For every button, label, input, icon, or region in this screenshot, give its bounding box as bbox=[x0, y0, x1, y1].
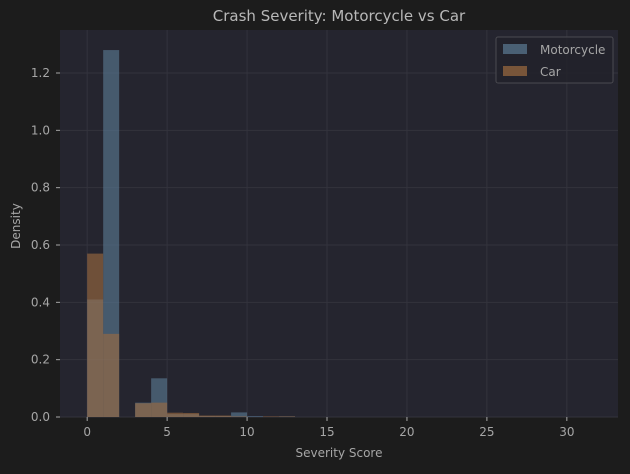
car-bar bbox=[199, 415, 216, 417]
car-bar bbox=[263, 416, 280, 417]
y-tick-label: 0.2 bbox=[31, 353, 50, 367]
y-tick-label: 0.4 bbox=[31, 295, 50, 309]
car-bar bbox=[87, 253, 104, 417]
y-tick-label: 0.6 bbox=[31, 238, 50, 252]
y-axis-label: Density bbox=[9, 203, 23, 249]
x-tick-label: 0 bbox=[83, 425, 91, 439]
legend-label-motorcycle: Motorcycle bbox=[540, 43, 605, 57]
car-bar bbox=[215, 415, 232, 417]
legend-swatch-motorcycle bbox=[503, 44, 527, 54]
chart-title: Crash Severity: Motorcycle vs Car bbox=[213, 7, 466, 25]
legend-label-car: Car bbox=[540, 65, 561, 79]
x-tick-label: 30 bbox=[559, 425, 574, 439]
car-bar bbox=[183, 412, 200, 417]
x-tick-label: 10 bbox=[239, 425, 254, 439]
motorcycle-bar bbox=[231, 412, 248, 417]
car-bars bbox=[87, 253, 296, 417]
y-tick-label: 0.8 bbox=[31, 181, 50, 195]
motorcycle-bar bbox=[247, 416, 264, 417]
plot-area bbox=[60, 30, 618, 417]
car-bar bbox=[135, 403, 152, 417]
car-bar bbox=[167, 412, 184, 417]
y-tick-label: 1.0 bbox=[31, 123, 50, 137]
car-bar bbox=[103, 333, 120, 417]
x-tick-label: 5 bbox=[163, 425, 171, 439]
car-bar bbox=[279, 416, 296, 417]
car-bar bbox=[151, 402, 168, 417]
legend-swatch-car bbox=[503, 66, 527, 76]
x-tick-label: 15 bbox=[319, 425, 334, 439]
x-axis-label: Severity Score bbox=[296, 446, 383, 460]
x-tick-label: 20 bbox=[399, 425, 414, 439]
car-bar bbox=[231, 416, 248, 417]
x-axis-ticks: 0 5 10 15 20 25 30 bbox=[83, 417, 574, 439]
y-tick-label: 0.0 bbox=[31, 410, 50, 424]
y-axis-ticks: 0.0 0.2 0.4 0.6 0.8 1.0 1.2 bbox=[31, 66, 60, 424]
y-tick-label: 1.2 bbox=[31, 66, 50, 80]
x-tick-label: 25 bbox=[479, 425, 494, 439]
motorcycle-bar bbox=[103, 50, 120, 418]
legend: Motorcycle Car bbox=[495, 36, 614, 84]
